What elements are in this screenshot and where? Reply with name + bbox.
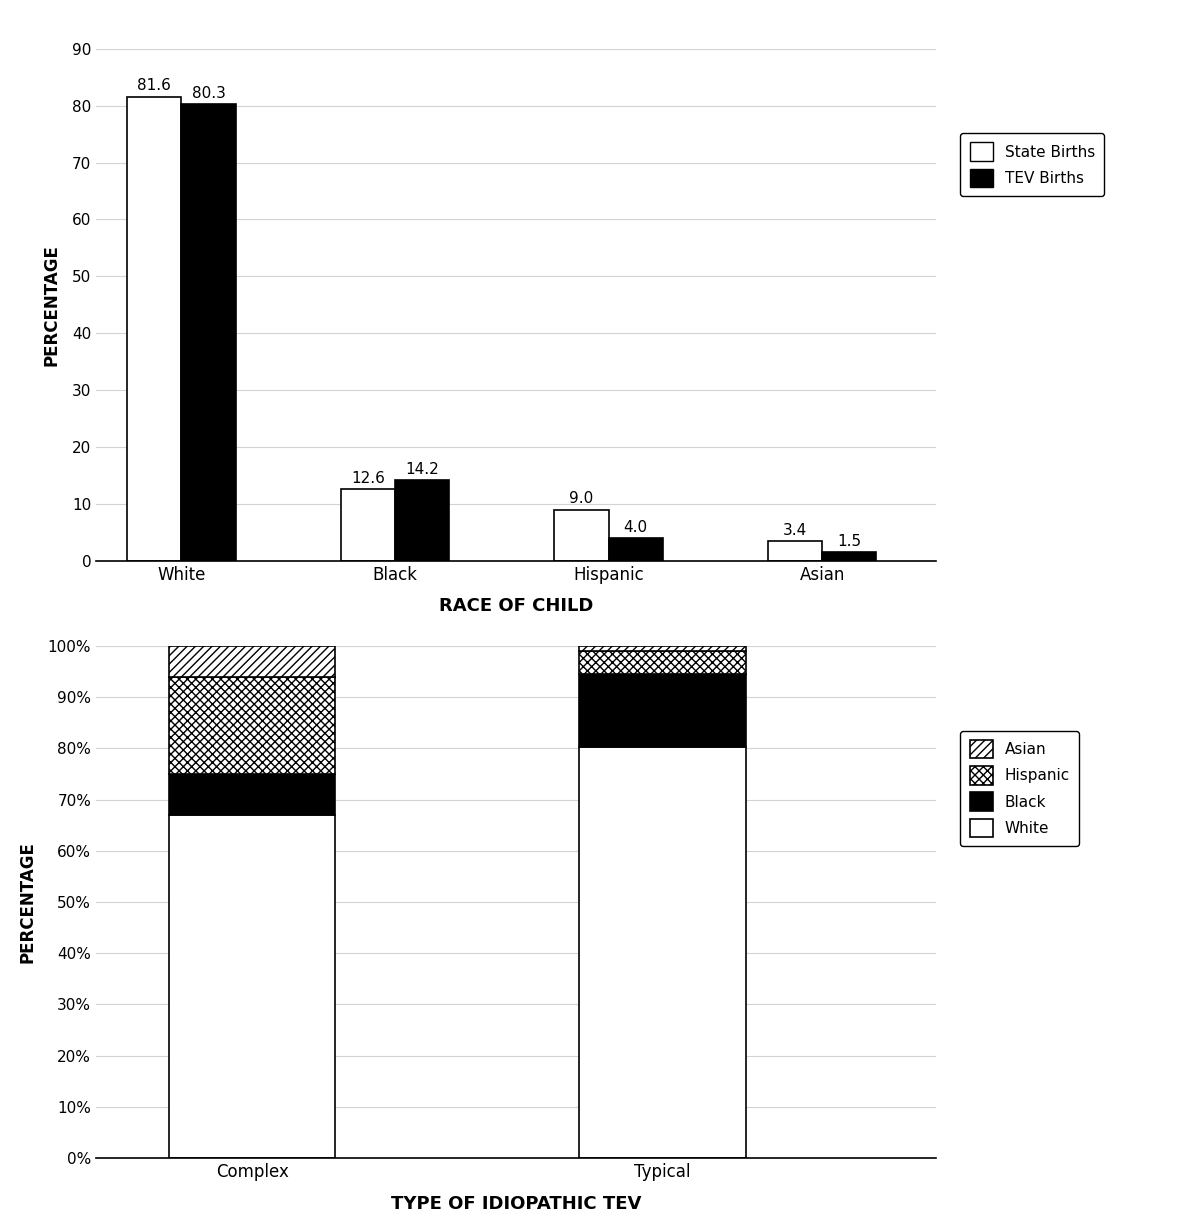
Bar xyxy=(169,677,335,774)
Legend: Asian, Hispanic, Black, White: Asian, Hispanic, Black, White xyxy=(960,730,1079,846)
Bar xyxy=(768,541,822,561)
Legend: State Births, TEV Births: State Births, TEV Births xyxy=(960,133,1104,196)
Bar xyxy=(580,646,745,651)
Text: 4.0: 4.0 xyxy=(624,519,648,535)
Bar xyxy=(608,538,662,561)
Text: 14.2: 14.2 xyxy=(406,462,439,477)
Bar xyxy=(169,646,335,677)
Bar xyxy=(822,552,876,561)
X-axis label: RACE OF CHILD: RACE OF CHILD xyxy=(439,597,593,616)
Text: 12.6: 12.6 xyxy=(350,471,385,485)
Text: 3.4: 3.4 xyxy=(782,523,808,538)
Text: 80.3: 80.3 xyxy=(192,85,226,100)
Text: 1.5: 1.5 xyxy=(838,534,862,549)
Bar xyxy=(127,96,181,561)
Y-axis label: PERCENTAGE: PERCENTAGE xyxy=(18,841,36,963)
Bar xyxy=(395,480,449,561)
Text: 81.6: 81.6 xyxy=(138,78,172,93)
X-axis label: TYPE OF IDIOPATHIC TEV: TYPE OF IDIOPATHIC TEV xyxy=(391,1195,641,1213)
Bar xyxy=(169,816,335,1158)
Bar xyxy=(169,774,335,816)
Y-axis label: PERCENTAGE: PERCENTAGE xyxy=(43,244,61,366)
Bar xyxy=(580,651,745,674)
Bar xyxy=(580,674,745,747)
Bar xyxy=(554,510,608,561)
Text: 9.0: 9.0 xyxy=(569,491,594,506)
Bar xyxy=(181,104,235,561)
Bar xyxy=(341,489,395,561)
Bar xyxy=(580,747,745,1158)
